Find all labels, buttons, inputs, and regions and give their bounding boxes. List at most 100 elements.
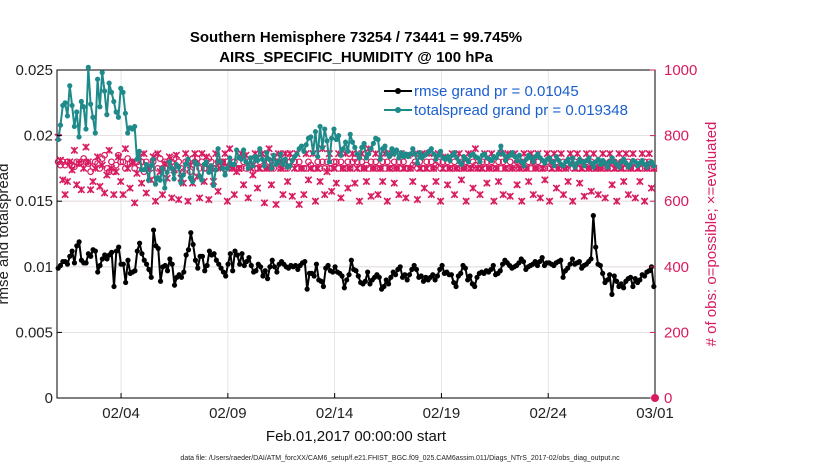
totalspread-point bbox=[166, 159, 173, 165]
totalspread-point bbox=[185, 156, 191, 162]
totalspread-point bbox=[352, 144, 358, 151]
y-tick-label-right: 600 bbox=[664, 193, 689, 210]
totalspread-point bbox=[136, 148, 142, 154]
totalspread-point bbox=[628, 161, 634, 168]
rmse-point bbox=[637, 277, 643, 283]
rmse-point bbox=[348, 257, 354, 263]
obs-possible-marker bbox=[96, 164, 104, 172]
totalspread-point bbox=[247, 155, 254, 161]
totalspread-point bbox=[180, 172, 186, 178]
totalspread-point bbox=[340, 146, 346, 152]
rmse-point bbox=[355, 273, 361, 279]
totalspread-point bbox=[69, 102, 75, 109]
obs-evaluated-marker bbox=[573, 149, 582, 158]
obs-evaluated-marker bbox=[100, 189, 109, 197]
rmse-point bbox=[576, 258, 582, 265]
rmse-point bbox=[192, 257, 199, 263]
rmse-point bbox=[432, 277, 438, 283]
totalspread-point bbox=[454, 155, 460, 161]
rmse-point bbox=[246, 255, 252, 261]
totalspread-point bbox=[120, 89, 126, 95]
obs-evaluated-marker bbox=[450, 190, 459, 199]
totalspread-point bbox=[595, 156, 601, 162]
totalspread-point bbox=[451, 150, 458, 156]
obs-evaluated-marker bbox=[483, 179, 491, 187]
totalspread-point bbox=[178, 180, 184, 186]
rmse-point bbox=[71, 260, 78, 266]
totalspread-point bbox=[651, 163, 657, 169]
obs-possible-marker bbox=[119, 158, 127, 166]
rmse-point bbox=[411, 262, 417, 269]
y-tick-label-left: 0.02 bbox=[24, 128, 53, 145]
totalspread-point bbox=[495, 151, 502, 157]
x-tick-label: 02/09 bbox=[209, 405, 247, 422]
legend-marker-rmse bbox=[395, 88, 401, 94]
totalspread-point bbox=[92, 130, 98, 136]
totalspread-point bbox=[523, 156, 529, 162]
totalspread-point bbox=[553, 153, 560, 160]
rmse-point bbox=[614, 278, 620, 284]
rmse-point bbox=[462, 265, 468, 271]
obs-possible-marker bbox=[108, 158, 115, 166]
obs-evaluated-marker bbox=[415, 164, 424, 173]
rmse-point bbox=[295, 266, 301, 273]
obs-evaluated-marker bbox=[494, 177, 503, 186]
obs-evaluated-marker bbox=[406, 164, 415, 173]
rmse-point bbox=[520, 258, 527, 265]
obs-evaluated-marker bbox=[96, 182, 104, 191]
rmse-point bbox=[590, 213, 596, 219]
obs-evaluated-marker bbox=[374, 190, 382, 199]
obs-evaluated-marker bbox=[223, 197, 232, 205]
totalspread-point bbox=[410, 146, 416, 152]
rmse-point bbox=[385, 281, 392, 287]
obs-evaluated-marker bbox=[119, 190, 127, 199]
obs-evaluated-marker bbox=[385, 164, 394, 173]
obs-evaluated-marker bbox=[399, 164, 408, 173]
rmse-point bbox=[264, 276, 271, 282]
totalspread-point bbox=[189, 178, 196, 185]
obs-evaluated-marker bbox=[70, 146, 79, 155]
obs-evaluated-marker bbox=[304, 176, 313, 184]
totalspread-point bbox=[588, 160, 594, 166]
totalspread-point bbox=[76, 134, 82, 140]
rmse-point bbox=[325, 262, 331, 269]
totalspread-point bbox=[289, 157, 295, 164]
obs-evaluated-marker bbox=[376, 164, 385, 173]
rmse-point bbox=[171, 282, 178, 288]
rmse-point bbox=[271, 264, 278, 270]
rmse-point bbox=[292, 262, 299, 269]
totalspread-point bbox=[359, 144, 365, 151]
totalspread-point bbox=[81, 104, 87, 110]
rmse-point bbox=[248, 262, 254, 269]
legend-label-totalspread: totalspread grand pr = 0.019348 bbox=[414, 102, 628, 119]
obs-evaluated-marker bbox=[351, 179, 359, 187]
rmse-point bbox=[267, 264, 273, 270]
obs-evaluated-marker bbox=[316, 177, 324, 186]
obs-evaluated-marker bbox=[541, 176, 549, 184]
rmse-point bbox=[104, 256, 110, 262]
totalspread-point bbox=[356, 155, 363, 161]
obs-possible-marker bbox=[527, 164, 535, 172]
rmse-point bbox=[448, 272, 454, 278]
obs-evaluated-marker bbox=[492, 164, 500, 173]
obs-evaluated-marker bbox=[295, 200, 303, 209]
obs-evaluated-marker bbox=[619, 177, 628, 186]
rmse-point bbox=[381, 283, 387, 290]
totalspread-point bbox=[609, 155, 615, 161]
rmse-point bbox=[620, 285, 627, 291]
rmse-point bbox=[76, 239, 82, 245]
obs-evaluated-marker bbox=[323, 167, 331, 176]
obs-evaluated-marker bbox=[552, 184, 561, 192]
obs-evaluated-marker bbox=[346, 164, 354, 173]
obs-possible-marker bbox=[365, 164, 373, 172]
totalspread-point bbox=[382, 143, 388, 149]
y-tick-label-left: 0.015 bbox=[15, 193, 53, 210]
obs-evaluated-marker bbox=[126, 184, 134, 192]
rmse-point bbox=[67, 253, 73, 259]
totalspread-point bbox=[326, 159, 332, 165]
rmse-point bbox=[537, 258, 543, 265]
totalspread-point bbox=[574, 160, 580, 166]
x-tick-label: 02/19 bbox=[423, 405, 461, 422]
rmse-point bbox=[155, 245, 161, 252]
totalspread-point bbox=[521, 163, 527, 169]
